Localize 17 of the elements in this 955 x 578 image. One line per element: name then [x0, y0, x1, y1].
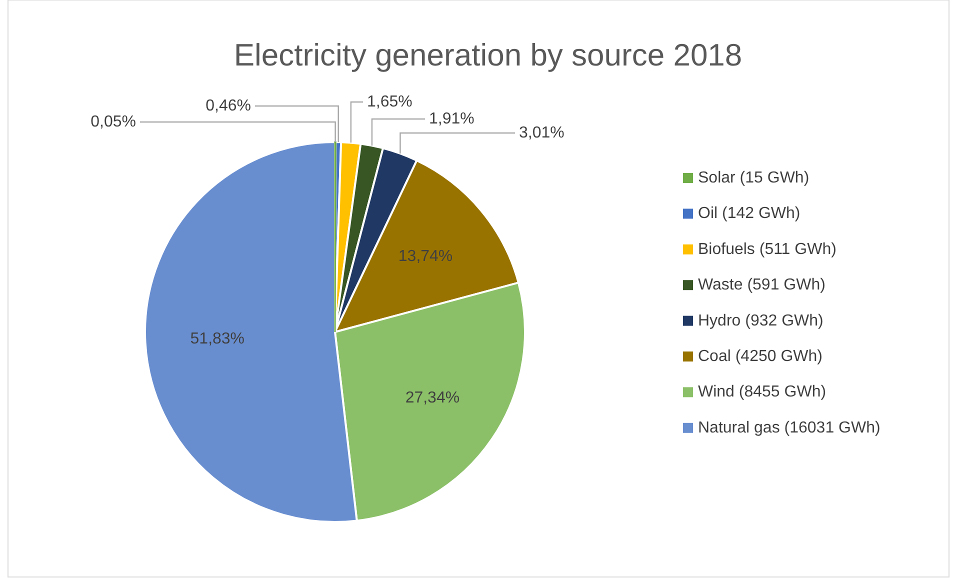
legend-label: Biofuels (511 GWh) — [698, 240, 836, 258]
legend-label: Coal (4250 GWh) — [698, 348, 822, 365]
data-label: 1,91% — [429, 110, 474, 128]
legend-label: Wind (8455 GWh) — [698, 384, 826, 401]
data-label: 1,65% — [367, 94, 412, 110]
legend-label: Waste (591 GWh) — [698, 276, 826, 294]
chart-title: Electricity generation by source 2018 — [234, 38, 742, 72]
data-label: 51,83% — [190, 330, 245, 348]
data-label: 0,46% — [206, 98, 251, 114]
data-label: 27,34% — [405, 390, 460, 407]
data-label: 3,01% — [519, 124, 564, 142]
legend-label: Natural gas (16031 GWh) — [698, 419, 880, 436]
data-label: 0,05% — [90, 114, 136, 130]
legend-label: Solar (15 GWh) — [698, 170, 810, 186]
data-label: 13,74% — [398, 248, 453, 266]
legend-label: Hydro (932 GWh) — [698, 312, 824, 330]
legend-label: Oil (142 GWh) — [698, 205, 800, 222]
